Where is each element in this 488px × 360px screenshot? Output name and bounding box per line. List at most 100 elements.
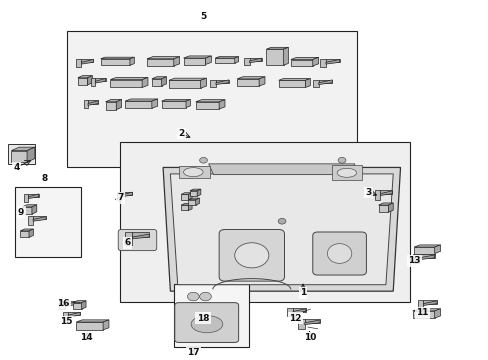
- Bar: [305, 61, 309, 64]
- Polygon shape: [132, 234, 149, 239]
- Polygon shape: [29, 229, 33, 237]
- Bar: [8, 144, 35, 164]
- Text: 18: 18: [196, 314, 209, 323]
- Polygon shape: [244, 58, 249, 65]
- Bar: [293, 61, 296, 64]
- Polygon shape: [20, 229, 33, 231]
- Polygon shape: [76, 320, 109, 322]
- Polygon shape: [374, 190, 380, 200]
- Polygon shape: [65, 301, 79, 304]
- Polygon shape: [418, 255, 434, 260]
- Polygon shape: [168, 78, 206, 80]
- Polygon shape: [287, 309, 292, 316]
- Polygon shape: [249, 58, 261, 63]
- Polygon shape: [11, 147, 35, 150]
- Polygon shape: [33, 217, 46, 221]
- Polygon shape: [188, 198, 199, 200]
- Polygon shape: [219, 100, 224, 109]
- Polygon shape: [181, 205, 188, 211]
- Polygon shape: [278, 78, 310, 80]
- Polygon shape: [27, 216, 33, 225]
- Polygon shape: [412, 309, 440, 311]
- Text: 11: 11: [415, 308, 428, 317]
- Polygon shape: [95, 78, 105, 81]
- Polygon shape: [78, 78, 87, 85]
- Polygon shape: [234, 57, 238, 63]
- Polygon shape: [152, 79, 161, 86]
- Bar: [79, 324, 83, 328]
- Polygon shape: [87, 76, 92, 85]
- Text: 17: 17: [186, 348, 199, 357]
- Polygon shape: [76, 322, 103, 330]
- Polygon shape: [195, 198, 199, 205]
- Text: 12: 12: [289, 314, 301, 323]
- Bar: [427, 249, 430, 252]
- Ellipse shape: [183, 168, 203, 177]
- Text: 6: 6: [124, 238, 130, 247]
- Polygon shape: [63, 312, 68, 320]
- Polygon shape: [298, 319, 304, 329]
- Polygon shape: [423, 301, 436, 305]
- Polygon shape: [290, 59, 312, 66]
- Text: 3: 3: [365, 188, 371, 197]
- Bar: [132, 82, 139, 86]
- Polygon shape: [168, 80, 200, 88]
- Polygon shape: [101, 59, 130, 65]
- Text: 16: 16: [57, 299, 69, 308]
- Bar: [299, 61, 303, 64]
- Text: 1: 1: [299, 288, 305, 297]
- Polygon shape: [32, 205, 37, 214]
- Bar: [143, 103, 148, 107]
- Polygon shape: [65, 301, 79, 306]
- Polygon shape: [413, 247, 434, 253]
- Polygon shape: [181, 203, 192, 205]
- Polygon shape: [163, 167, 400, 291]
- Bar: [204, 104, 208, 108]
- Polygon shape: [152, 99, 158, 108]
- Polygon shape: [152, 77, 166, 79]
- Polygon shape: [195, 100, 224, 102]
- Polygon shape: [312, 80, 318, 87]
- Text: 13: 13: [407, 256, 420, 265]
- Polygon shape: [147, 59, 173, 66]
- Polygon shape: [73, 303, 81, 309]
- Polygon shape: [125, 99, 158, 101]
- Polygon shape: [434, 309, 440, 318]
- Circle shape: [187, 292, 199, 301]
- Polygon shape: [125, 232, 132, 244]
- Bar: [95, 324, 100, 328]
- Bar: [245, 81, 249, 85]
- Polygon shape: [434, 245, 440, 253]
- Polygon shape: [110, 80, 142, 87]
- Polygon shape: [173, 57, 179, 66]
- Polygon shape: [249, 58, 261, 61]
- Circle shape: [199, 157, 207, 163]
- Polygon shape: [417, 301, 423, 309]
- Polygon shape: [423, 301, 436, 303]
- Polygon shape: [178, 166, 210, 178]
- Polygon shape: [290, 57, 318, 59]
- Bar: [86, 324, 92, 328]
- Polygon shape: [132, 232, 149, 237]
- Polygon shape: [142, 77, 148, 87]
- FancyBboxPatch shape: [219, 229, 284, 281]
- Polygon shape: [81, 59, 93, 62]
- Bar: [422, 249, 425, 252]
- Text: 9: 9: [18, 208, 24, 217]
- Polygon shape: [200, 78, 206, 88]
- Bar: [120, 142, 409, 302]
- Polygon shape: [418, 254, 434, 258]
- Bar: [416, 249, 419, 252]
- Bar: [252, 81, 255, 85]
- Polygon shape: [116, 99, 122, 110]
- Polygon shape: [189, 191, 197, 196]
- Polygon shape: [189, 189, 201, 191]
- Polygon shape: [412, 254, 418, 263]
- Polygon shape: [161, 101, 185, 108]
- Bar: [157, 61, 162, 64]
- Polygon shape: [20, 231, 29, 237]
- Polygon shape: [216, 80, 228, 85]
- Polygon shape: [110, 77, 148, 80]
- Circle shape: [337, 157, 345, 163]
- Bar: [427, 313, 430, 317]
